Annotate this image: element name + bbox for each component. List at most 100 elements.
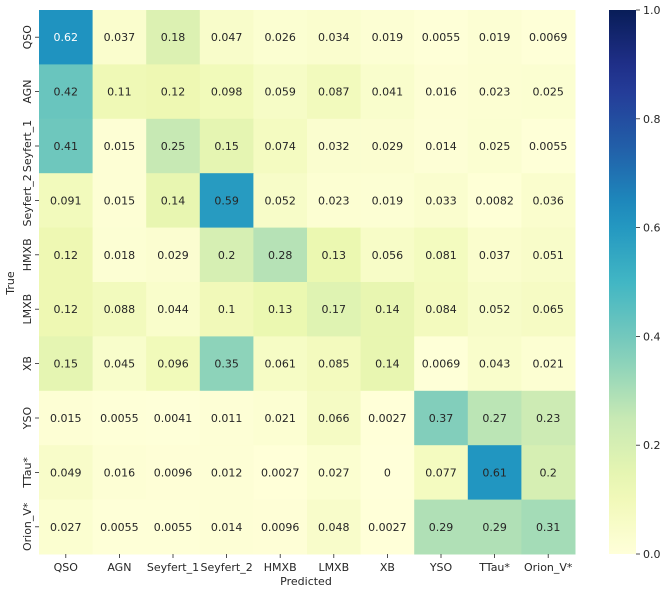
cell-value-label: 0.2 bbox=[539, 466, 557, 479]
x-tick-label: TTau* bbox=[478, 561, 510, 574]
heatmap-cell bbox=[521, 336, 576, 392]
x-tick-label: Seyfert_2 bbox=[200, 561, 252, 574]
heatmap-cell bbox=[467, 10, 522, 65]
heatmap-cell bbox=[253, 227, 308, 283]
heatmap-cell bbox=[360, 282, 415, 337]
heatmap-cell bbox=[146, 445, 201, 501]
heatmap-cell bbox=[360, 390, 415, 446]
heatmap-cell bbox=[39, 282, 94, 337]
heatmap-cell bbox=[467, 445, 522, 501]
cell-value-label: 0.29 bbox=[482, 521, 507, 534]
heatmap-cell bbox=[199, 336, 254, 392]
x-tick-label: YSO bbox=[429, 561, 453, 574]
heatmap-cell bbox=[521, 390, 576, 446]
heatmap-cell bbox=[414, 445, 469, 501]
cell-value-label: 0.41 bbox=[54, 140, 79, 153]
heatmap-cell bbox=[414, 227, 469, 283]
heatmap-cell bbox=[414, 10, 469, 65]
heatmap-cell bbox=[414, 390, 469, 446]
cell-value-label: 0.014 bbox=[211, 521, 243, 534]
cell-value-label: 0.23 bbox=[536, 412, 561, 425]
cell-value-label: 0.12 bbox=[54, 303, 79, 316]
heatmap-cell bbox=[414, 282, 469, 337]
y-axis-label: True bbox=[4, 271, 17, 296]
heatmap-cell bbox=[199, 118, 254, 174]
heatmap-cell bbox=[92, 173, 147, 229]
heatmap-cell bbox=[467, 390, 522, 446]
cell-value-label: 0.023 bbox=[479, 86, 511, 99]
y-tick-label: Orion_V* bbox=[21, 502, 34, 551]
cell-value-label: 0.037 bbox=[479, 249, 511, 262]
cell-value-label: 0.015 bbox=[104, 194, 136, 207]
cell-value-label: 0.12 bbox=[161, 86, 186, 99]
cell-value-label: 0.052 bbox=[264, 194, 296, 207]
heatmap-cell bbox=[92, 445, 147, 501]
cell-value-label: 0.0096 bbox=[261, 521, 300, 534]
heatmap-cell bbox=[92, 282, 147, 337]
heatmap-cell bbox=[199, 282, 254, 337]
heatmap-cell bbox=[253, 336, 308, 392]
heatmap-cell bbox=[467, 227, 522, 283]
heatmap-cell bbox=[414, 173, 469, 229]
cell-value-label: 0.0027 bbox=[368, 412, 407, 425]
heatmap-cell bbox=[467, 173, 522, 229]
heatmap-cell bbox=[253, 64, 308, 120]
cell-value-label: 0.59 bbox=[214, 194, 239, 207]
cell-value-label: 0.016 bbox=[425, 86, 457, 99]
heatmap-cell bbox=[360, 10, 415, 65]
cell-value-label: 0.42 bbox=[54, 86, 79, 99]
y-tick-label: AGN bbox=[21, 80, 34, 104]
colorbar-tick-label: 0.4 bbox=[643, 330, 661, 343]
y-tick-label: YSO bbox=[21, 406, 34, 430]
heatmap-cell bbox=[39, 390, 94, 446]
cell-value-label: 0.043 bbox=[479, 358, 511, 371]
cell-value-label: 0.056 bbox=[372, 249, 404, 262]
heatmap-cell bbox=[199, 227, 254, 283]
y-tick-label: LMXB bbox=[21, 294, 34, 325]
heatmap-cell bbox=[253, 10, 308, 65]
x-axis-label: Predicted bbox=[280, 575, 332, 588]
cell-value-label: 0.17 bbox=[322, 303, 347, 316]
y-tick-label: Seyfert_2 bbox=[21, 174, 34, 226]
cell-value-label: 0.0055 bbox=[100, 412, 139, 425]
cell-value-label: 0.029 bbox=[157, 249, 189, 262]
heatmap-cells bbox=[39, 10, 576, 555]
cell-value-label: 0.0069 bbox=[422, 358, 461, 371]
heatmap-cell bbox=[253, 118, 308, 174]
cell-value-label: 0.29 bbox=[429, 521, 454, 534]
cell-value-label: 0.026 bbox=[264, 31, 296, 44]
heatmap-cell bbox=[414, 336, 469, 392]
heatmap-cell bbox=[146, 64, 201, 120]
cell-value-label: 0.027 bbox=[318, 466, 350, 479]
heatmap-cell bbox=[199, 445, 254, 501]
cell-value-label: 0.1 bbox=[218, 303, 236, 316]
heatmap-cell bbox=[146, 336, 201, 392]
y-tick-label: XB bbox=[21, 356, 34, 371]
cell-value-label: 0.27 bbox=[482, 412, 507, 425]
x-tick-label: Orion_V* bbox=[524, 561, 573, 574]
cell-value-label: 0.011 bbox=[211, 412, 243, 425]
cell-value-label: 0.036 bbox=[532, 194, 564, 207]
cell-value-label: 0.28 bbox=[268, 249, 293, 262]
heatmap-cell bbox=[307, 390, 362, 446]
x-tick-label: XB bbox=[380, 561, 395, 574]
cell-value-label: 0.088 bbox=[104, 303, 136, 316]
cell-value-label: 0.044 bbox=[157, 303, 189, 316]
cell-value-label: 0.052 bbox=[479, 303, 511, 316]
cell-value-label: 0.029 bbox=[372, 140, 404, 153]
cell-value-label: 0.021 bbox=[532, 358, 564, 371]
cell-value-label: 0.2 bbox=[218, 249, 236, 262]
heatmap-cell bbox=[307, 10, 362, 65]
heatmap-cell bbox=[146, 227, 201, 283]
cell-value-label: 0.0055 bbox=[100, 521, 139, 534]
x-tick-label: LMXB bbox=[318, 561, 349, 574]
heatmap-cell bbox=[360, 118, 415, 174]
cell-value-label: 0.015 bbox=[104, 140, 136, 153]
cell-value-label: 0.049 bbox=[50, 466, 82, 479]
heatmap-cell bbox=[199, 173, 254, 229]
heatmap-cell bbox=[360, 64, 415, 120]
heatmap-cell bbox=[414, 499, 469, 555]
heatmap-cell bbox=[467, 499, 522, 555]
heatmap-cell bbox=[199, 10, 254, 65]
